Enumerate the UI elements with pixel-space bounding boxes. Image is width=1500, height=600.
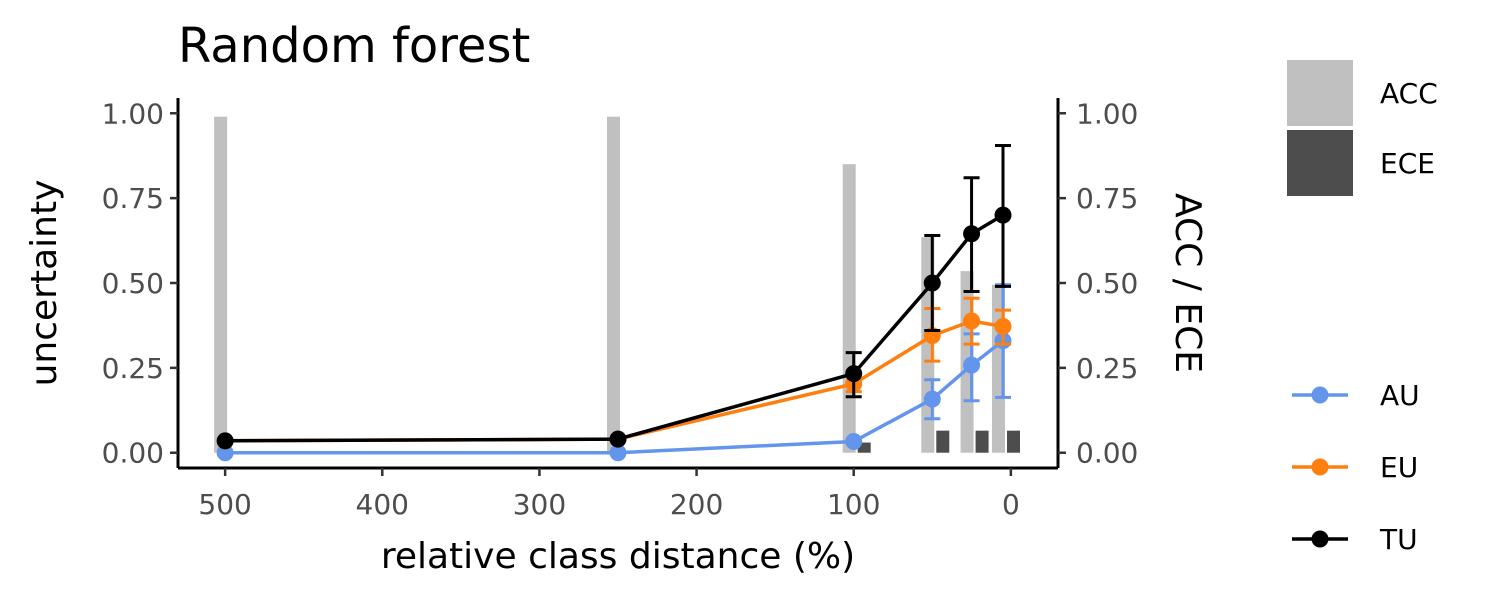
point-tu (216, 432, 234, 450)
y-tick-label-left: 0.75 (102, 182, 164, 215)
tick-labels: 0.00 0.00 0.25 0.25 0.50 0.50 0.75 0.75 1.00 1.00… (102, 97, 1139, 521)
point-tu (845, 365, 863, 383)
point-eu (963, 312, 981, 330)
x-tick-label: 100 (827, 488, 880, 521)
bar-acc (842, 164, 856, 453)
bar-ece (1007, 430, 1020, 453)
point-au (963, 356, 981, 374)
y-tick-label-right: 1.00 (1076, 97, 1138, 130)
y-tick-label-right: 0.25 (1076, 352, 1138, 385)
legend-label-au: AU (1380, 379, 1420, 412)
legend-key-point-au (1311, 386, 1329, 404)
y-axis-title-left: uncertainty (24, 180, 65, 387)
x-tick-label: 400 (356, 488, 409, 521)
legend-label-tu: TU (1379, 523, 1418, 556)
x-tick-label: 500 (198, 488, 251, 521)
y-tick-label-left: 0.25 (102, 352, 164, 385)
y-tick-label-left: 0.50 (102, 267, 164, 300)
legend-key-ece (1287, 130, 1353, 196)
bar-ece (975, 430, 989, 453)
x-axis-title: relative class distance (%) (381, 536, 855, 577)
legend-key-acc (1287, 60, 1353, 126)
bar-ece (936, 430, 950, 453)
legend-label-eu: EU (1380, 451, 1418, 484)
point-tu (994, 206, 1012, 224)
y-axis-title-right: ACC / ECE (1167, 193, 1208, 373)
x-tick-label: 0 (1002, 488, 1020, 521)
y-tick-label-right: 0.50 (1076, 267, 1138, 300)
y-tick-label-left: 0.00 (102, 437, 164, 470)
legend-key-point-tu (1311, 530, 1329, 548)
bar-ece (857, 442, 871, 453)
x-tick-label: 200 (670, 488, 723, 521)
point-eu (994, 317, 1012, 335)
series-layer (216, 144, 1012, 462)
bars-layer (214, 116, 1020, 453)
legend: ACC ECE AU EU TU (1287, 60, 1438, 556)
bar-acc (214, 116, 228, 453)
legend-label-acc: ACC (1380, 77, 1438, 110)
point-au (609, 444, 627, 462)
point-tu (923, 274, 941, 292)
legend-key-point-eu (1311, 458, 1329, 476)
chart-title: Random forest (178, 18, 530, 74)
point-au (216, 444, 234, 462)
point-tu (609, 430, 627, 448)
bar-acc (607, 116, 620, 453)
y-tick-label-right: 0.75 (1076, 182, 1138, 215)
point-tu (963, 225, 981, 243)
point-au (923, 390, 941, 408)
legend-label-ece: ECE (1380, 147, 1435, 180)
y-tick-label-right: 0.00 (1076, 437, 1138, 470)
y-tick-label-left: 1.00 (102, 97, 164, 130)
point-au (845, 433, 863, 451)
x-tick-label: 300 (513, 488, 566, 521)
